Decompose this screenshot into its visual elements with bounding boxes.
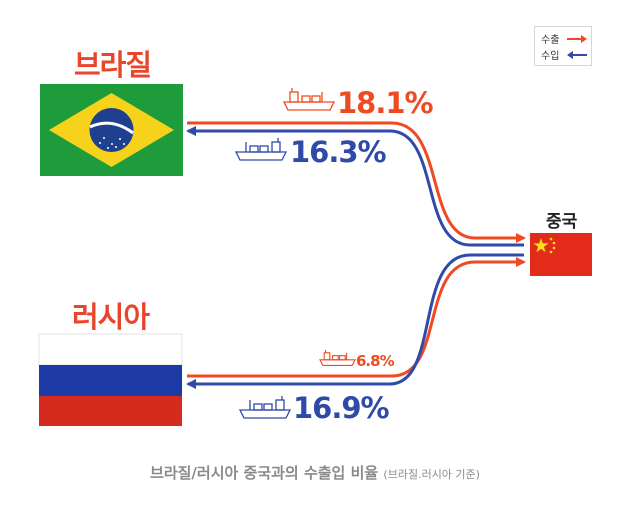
brazil-export-percent: 18.1% xyxy=(337,86,434,120)
ship-import-russia-icon xyxy=(238,396,292,419)
brazil-export-flow xyxy=(187,121,526,243)
caption-main: 브라질/러시아 중국과의 수출입 비율 xyxy=(150,464,379,482)
brazil-import-flow xyxy=(186,126,524,247)
legend-import-label: 수입 xyxy=(541,51,560,62)
brazil-flag-icon xyxy=(40,84,183,176)
legend-export-label: 수출 xyxy=(541,35,560,46)
russia-import-flow xyxy=(186,253,524,389)
brazil-label: 브라질 xyxy=(74,48,152,82)
russia-export-flow xyxy=(187,257,526,378)
ship-export-russia-icon xyxy=(319,350,356,366)
figure-caption: 브라질/러시아 중국과의 수출입 비율 (브라질.러시아 기준) xyxy=(0,462,630,483)
legend: 수출 수입 xyxy=(534,26,592,66)
ship-export-brazil-icon xyxy=(282,88,336,111)
russia-import-percent: 16.9% xyxy=(293,391,390,425)
china-label: 중국 xyxy=(546,212,578,232)
russia-export-percent: 6.8% xyxy=(356,352,395,370)
russia-label: 러시아 xyxy=(72,300,150,334)
brazil-import-percent: 16.3% xyxy=(290,135,387,169)
china-flag-icon xyxy=(530,233,592,276)
legend-export-arrow-icon xyxy=(567,35,587,43)
russia-flag-icon xyxy=(38,333,183,426)
ship-import-brazil-icon xyxy=(234,138,288,161)
legend-import-arrow-icon xyxy=(567,51,587,59)
caption-note: (브라질.러시아 기준) xyxy=(383,468,480,481)
